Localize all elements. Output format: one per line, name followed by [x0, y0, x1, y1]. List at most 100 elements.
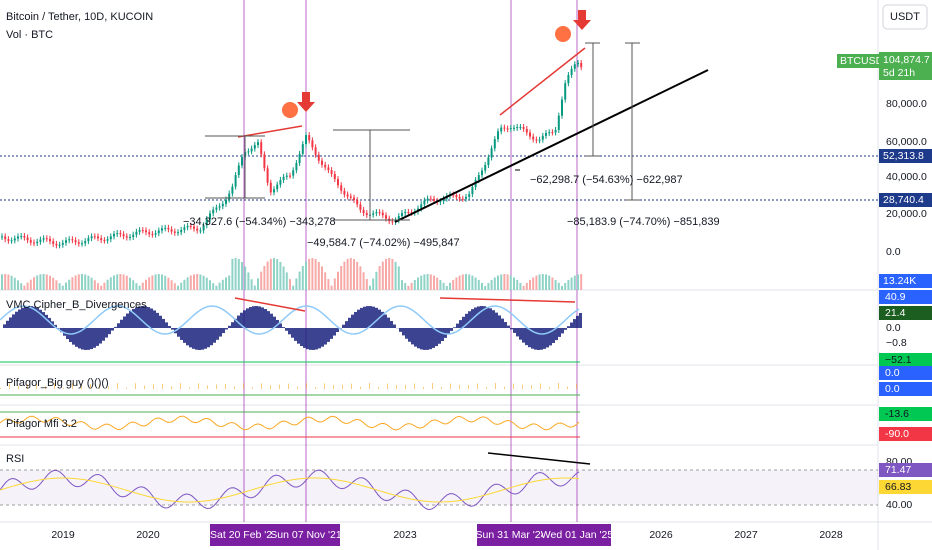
candle-body	[404, 211, 407, 214]
bigguy-bar	[405, 384, 406, 389]
bigguy-bar	[567, 386, 568, 389]
volume-bar	[394, 261, 397, 290]
bigguy-bar	[504, 386, 505, 389]
candle-body	[228, 193, 231, 200]
wave-bar	[543, 328, 546, 349]
bigguy-bar	[261, 383, 262, 389]
wave-bar	[408, 328, 411, 342]
wave-bar	[417, 328, 420, 349]
volume-bar	[340, 265, 343, 290]
volume-bar	[580, 274, 583, 290]
candle-body	[247, 151, 250, 153]
volume-bar	[183, 279, 186, 290]
wave-bar	[291, 328, 294, 338]
candle-body	[548, 132, 551, 134]
wave-bar	[309, 328, 312, 350]
wave-bar	[210, 328, 213, 346]
volume-bar	[61, 285, 64, 290]
candle-body	[29, 240, 32, 243]
volume-bar	[269, 258, 272, 290]
wave-bar	[270, 313, 273, 328]
wave-bar	[96, 328, 99, 346]
annotation: −49,584.7 (−74.02%) −495,847	[307, 237, 460, 249]
volume-bar	[353, 259, 355, 290]
candle-body	[423, 200, 426, 205]
volume-bar	[474, 277, 477, 290]
volume-bar	[468, 274, 471, 290]
rsi-line	[0, 469, 580, 511]
symbol-badge	[837, 54, 879, 68]
candle-body	[186, 225, 189, 228]
wave-bar	[501, 318, 504, 328]
currency-button[interactable]	[882, 4, 928, 30]
volume-bar	[247, 272, 250, 290]
wave-bar	[195, 328, 198, 350]
candle-body	[541, 135, 544, 140]
wave-bar	[576, 315, 579, 328]
candle-body	[151, 234, 154, 236]
wave-bar	[480, 306, 483, 328]
volume-bar	[493, 277, 496, 290]
wave-bar	[402, 328, 405, 336]
wave-bar	[312, 328, 315, 350]
wave-bar	[78, 328, 81, 349]
volume-bar	[129, 277, 131, 290]
year-label: 2027	[734, 529, 758, 541]
wave-bar	[168, 325, 171, 328]
bigguy-bar	[432, 383, 433, 389]
volume-bar	[573, 275, 576, 290]
wave-bar	[537, 328, 540, 350]
candle-body	[250, 148, 253, 152]
candle-body	[237, 165, 240, 176]
wave-bar	[387, 317, 390, 328]
candle-body	[269, 182, 272, 193]
candle-body	[375, 212, 378, 214]
candle-body	[180, 229, 183, 233]
candle-body	[420, 204, 423, 209]
volume-bar	[385, 258, 387, 290]
vmc-line	[0, 305, 580, 335]
wave-bar	[120, 319, 123, 328]
candle-body	[132, 234, 135, 237]
volume-bar	[209, 280, 211, 290]
volume-bar	[135, 283, 138, 290]
wave-bar	[333, 328, 336, 336]
wave-bar	[42, 312, 45, 328]
wave-bar	[75, 328, 78, 347]
candle-body	[221, 203, 224, 207]
volume-bar	[333, 278, 336, 290]
volume-bar	[177, 285, 179, 290]
currency-label[interactable]: USDT	[890, 11, 920, 23]
candle-body	[525, 128, 528, 133]
bigguy-bar	[387, 383, 388, 389]
wave-bar	[441, 328, 444, 342]
candle-body	[157, 230, 160, 234]
bigguy-bar	[234, 386, 235, 389]
value-badge	[879, 366, 932, 380]
bigguy-bar	[189, 387, 190, 389]
panel-title: Pifagor_Big guy ()()()	[6, 377, 109, 389]
wave-bar	[177, 328, 180, 337]
bigguy-bar	[0, 388, 1, 389]
volume-bar	[449, 282, 451, 290]
date-label: Wed 01 Jan '25	[541, 529, 614, 541]
wave-bar	[132, 308, 135, 328]
volume-bar	[410, 282, 413, 290]
marker-lines	[243, 0, 578, 522]
volume-bar	[535, 275, 538, 290]
bigguy-bar	[171, 386, 172, 389]
wave-bar	[198, 328, 201, 350]
wave-bar	[369, 306, 372, 328]
date-label: Sun 31 Mar '24	[476, 529, 547, 541]
candle-body	[1, 236, 3, 238]
wave-bar	[324, 328, 327, 345]
bigguy-bar	[135, 383, 136, 389]
bigguy-bar	[63, 387, 64, 389]
wave-bar	[552, 328, 555, 343]
wave-bar	[255, 306, 258, 328]
volume-bar	[311, 258, 314, 290]
wave-bar	[303, 328, 306, 348]
bigguy-bar	[153, 384, 154, 389]
volume-bar	[167, 277, 170, 290]
volume-bar	[522, 285, 525, 290]
